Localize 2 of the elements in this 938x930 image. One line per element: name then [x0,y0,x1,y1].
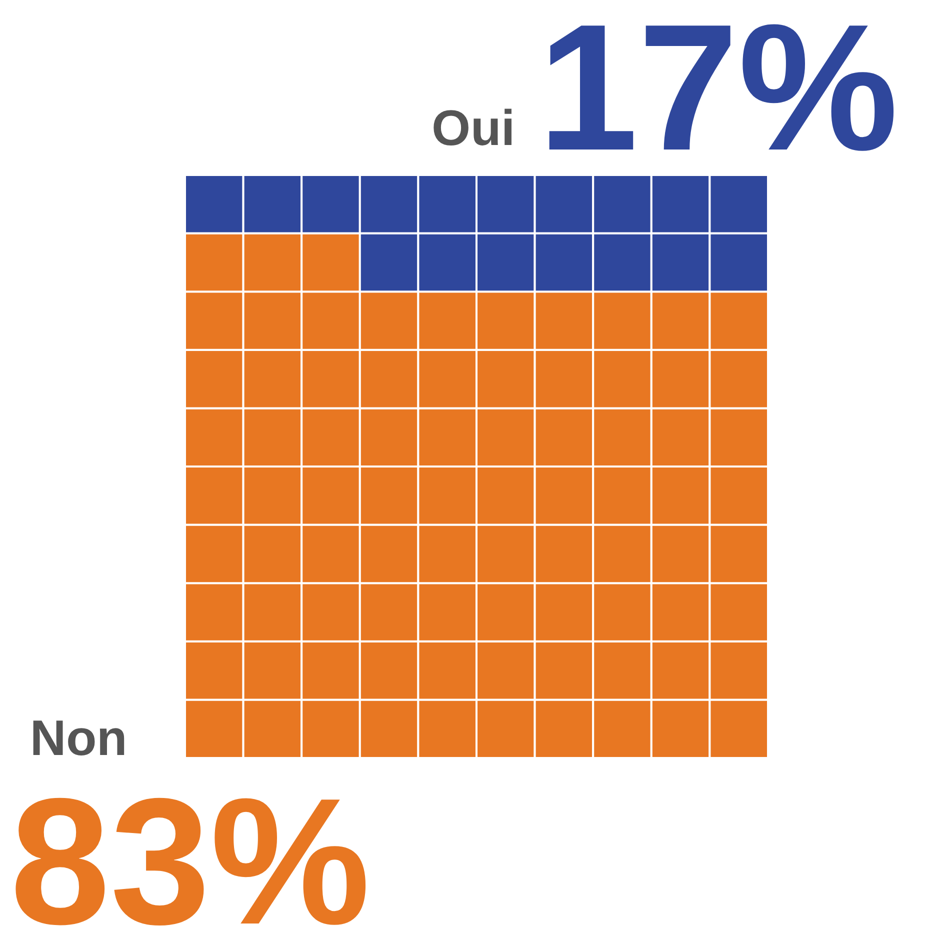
data-label: 17% [538,0,898,188]
category-label: Oui [432,100,515,156]
